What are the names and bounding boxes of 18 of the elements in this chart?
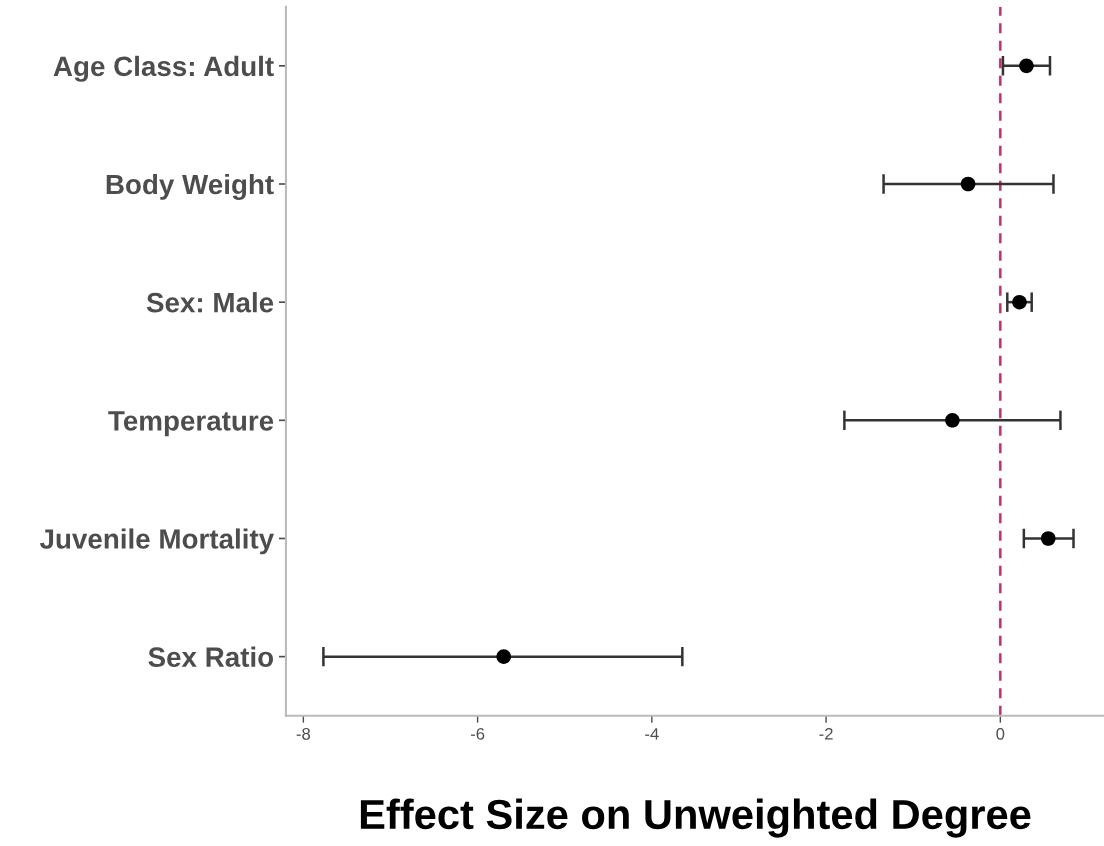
y-tick-label: Sex: Male — [146, 292, 274, 313]
point — [496, 649, 512, 664]
point — [960, 176, 976, 192]
x-tick-label: -8 — [296, 727, 311, 740]
y-tick-label: Temperature — [108, 411, 274, 437]
y-tick-label: Age Class: Adult — [53, 55, 274, 82]
point — [1040, 531, 1056, 546]
x-tick-label: -6 — [470, 727, 485, 740]
y-tick-label: Juvenile Mortality — [39, 528, 274, 555]
point — [1012, 294, 1027, 310]
point — [1019, 58, 1034, 74]
y-tick-label: Body Weight — [106, 173, 274, 200]
x-axis-title: Effect Size on Unweighted Degree — [360, 798, 1031, 838]
y-tick-label: Sex Ratio — [148, 646, 274, 667]
x-tick-label: 0 — [996, 727, 1005, 740]
x-tick-label: -2 — [819, 727, 833, 740]
point — [945, 413, 960, 428]
x-tick-label: -4 — [645, 728, 659, 740]
